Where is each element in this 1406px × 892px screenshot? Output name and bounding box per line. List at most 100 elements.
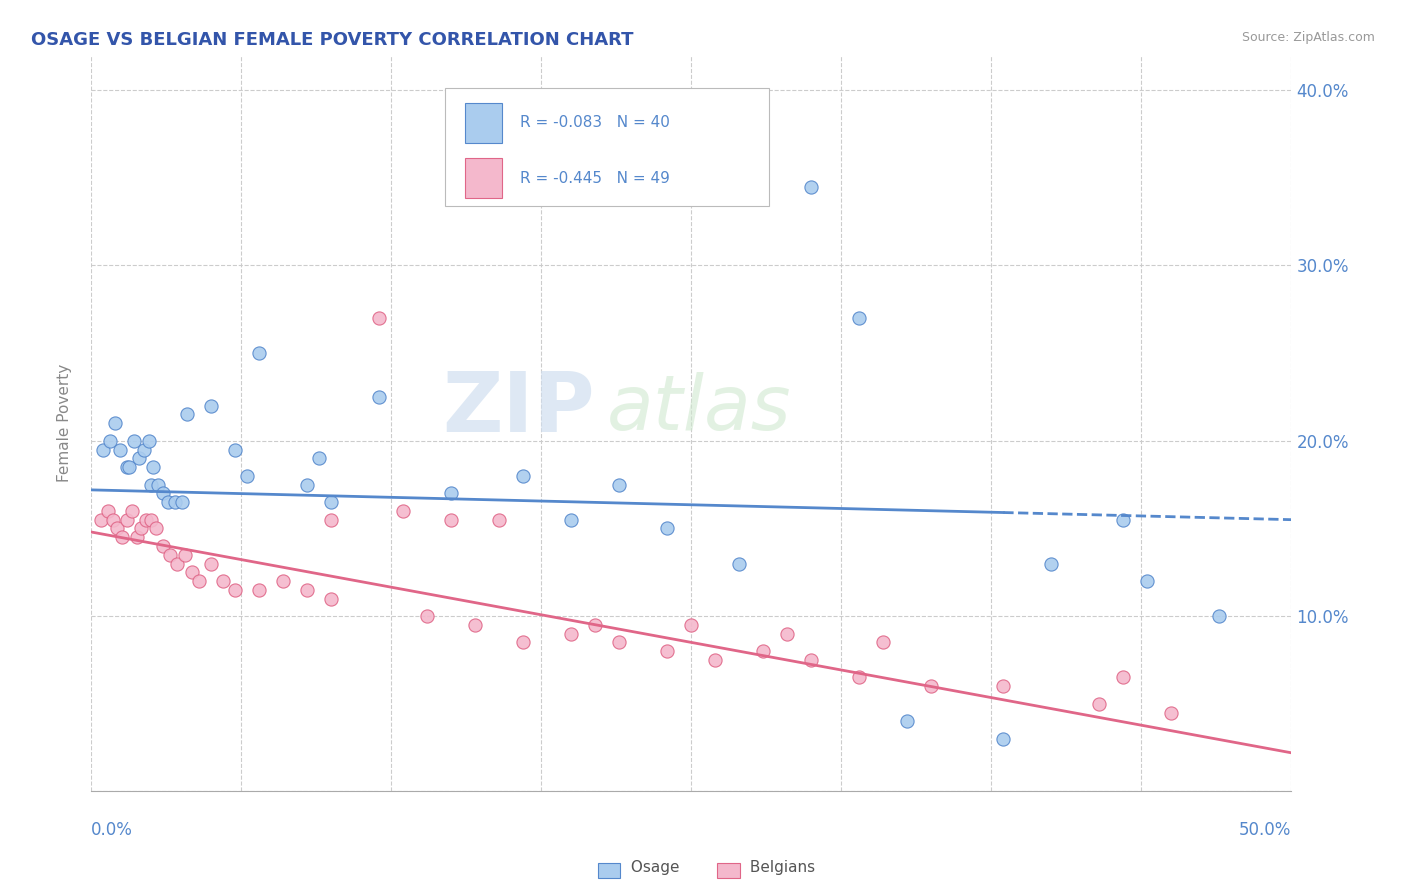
Point xyxy=(368,390,391,404)
Point xyxy=(139,513,162,527)
Point xyxy=(145,521,167,535)
Point xyxy=(1136,574,1159,588)
Point xyxy=(776,626,799,640)
Text: atlas: atlas xyxy=(607,372,792,445)
Point xyxy=(319,495,342,509)
Text: Belgians: Belgians xyxy=(745,860,815,874)
Point xyxy=(118,460,141,475)
Point xyxy=(111,530,134,544)
Point xyxy=(152,539,174,553)
Point xyxy=(1112,513,1135,527)
Point xyxy=(607,477,630,491)
Point xyxy=(657,521,679,535)
Point xyxy=(152,486,174,500)
Point xyxy=(800,179,823,194)
Point xyxy=(607,635,630,649)
Point xyxy=(188,574,211,588)
Point xyxy=(91,442,114,457)
Point xyxy=(308,451,330,466)
Point xyxy=(173,548,195,562)
Point xyxy=(848,670,870,684)
Point xyxy=(416,609,439,624)
Point xyxy=(1088,697,1111,711)
Point xyxy=(156,495,179,509)
Point xyxy=(159,548,181,562)
Text: 50.0%: 50.0% xyxy=(1239,821,1292,838)
Point xyxy=(512,468,534,483)
Point xyxy=(180,566,202,580)
Point xyxy=(101,513,124,527)
Point xyxy=(224,442,246,457)
Point xyxy=(681,618,703,632)
Text: OSAGE VS BELGIAN FEMALE POVERTY CORRELATION CHART: OSAGE VS BELGIAN FEMALE POVERTY CORRELAT… xyxy=(31,31,634,49)
Point xyxy=(896,714,918,729)
Point xyxy=(1112,670,1135,684)
Point xyxy=(200,399,222,413)
Point xyxy=(108,442,131,457)
Point xyxy=(295,477,318,491)
Point xyxy=(132,442,155,457)
Point xyxy=(440,486,463,500)
Point xyxy=(993,731,1015,746)
Point xyxy=(135,513,157,527)
Point xyxy=(176,408,198,422)
Point xyxy=(440,513,463,527)
Point xyxy=(166,557,188,571)
Point xyxy=(583,618,606,632)
Point xyxy=(247,346,270,360)
Point xyxy=(1040,557,1063,571)
Point xyxy=(90,513,112,527)
Point xyxy=(295,582,318,597)
Point xyxy=(728,557,751,571)
Point xyxy=(200,557,222,571)
Point xyxy=(464,618,486,632)
Point xyxy=(271,574,294,588)
Point xyxy=(848,311,870,326)
Point xyxy=(172,495,194,509)
Point xyxy=(128,451,150,466)
Point xyxy=(920,679,942,693)
Text: R = -0.445   N = 49: R = -0.445 N = 49 xyxy=(520,170,669,186)
Point xyxy=(131,521,153,535)
Point xyxy=(752,644,775,658)
Point xyxy=(142,460,165,475)
Point xyxy=(224,582,246,597)
Point xyxy=(98,434,121,448)
Point xyxy=(115,460,138,475)
Point xyxy=(368,311,391,326)
Point xyxy=(138,434,160,448)
Point xyxy=(560,513,582,527)
FancyBboxPatch shape xyxy=(446,88,769,206)
Point xyxy=(97,504,120,518)
Point xyxy=(115,513,138,527)
Point xyxy=(319,591,342,606)
Point xyxy=(872,635,894,649)
Point xyxy=(319,513,342,527)
Text: 0.0%: 0.0% xyxy=(91,821,132,838)
Bar xyxy=(465,103,502,143)
Point xyxy=(512,635,534,649)
Point xyxy=(657,644,679,658)
Text: R = -0.083   N = 40: R = -0.083 N = 40 xyxy=(520,115,669,130)
Point xyxy=(704,653,727,667)
Point xyxy=(236,468,259,483)
Y-axis label: Female Poverty: Female Poverty xyxy=(58,364,72,483)
Point xyxy=(560,626,582,640)
Bar xyxy=(465,158,502,198)
Text: ZIP: ZIP xyxy=(443,368,595,449)
Point xyxy=(488,513,510,527)
Point xyxy=(104,417,127,431)
Point xyxy=(139,477,162,491)
Point xyxy=(392,504,415,518)
Point xyxy=(122,434,145,448)
Point xyxy=(1208,609,1230,624)
Point xyxy=(247,582,270,597)
Point xyxy=(125,530,148,544)
Point xyxy=(121,504,143,518)
Point xyxy=(993,679,1015,693)
Text: Osage: Osage xyxy=(626,860,679,874)
Point xyxy=(146,477,169,491)
Text: Source: ZipAtlas.com: Source: ZipAtlas.com xyxy=(1241,31,1375,45)
Point xyxy=(163,495,186,509)
Point xyxy=(800,653,823,667)
